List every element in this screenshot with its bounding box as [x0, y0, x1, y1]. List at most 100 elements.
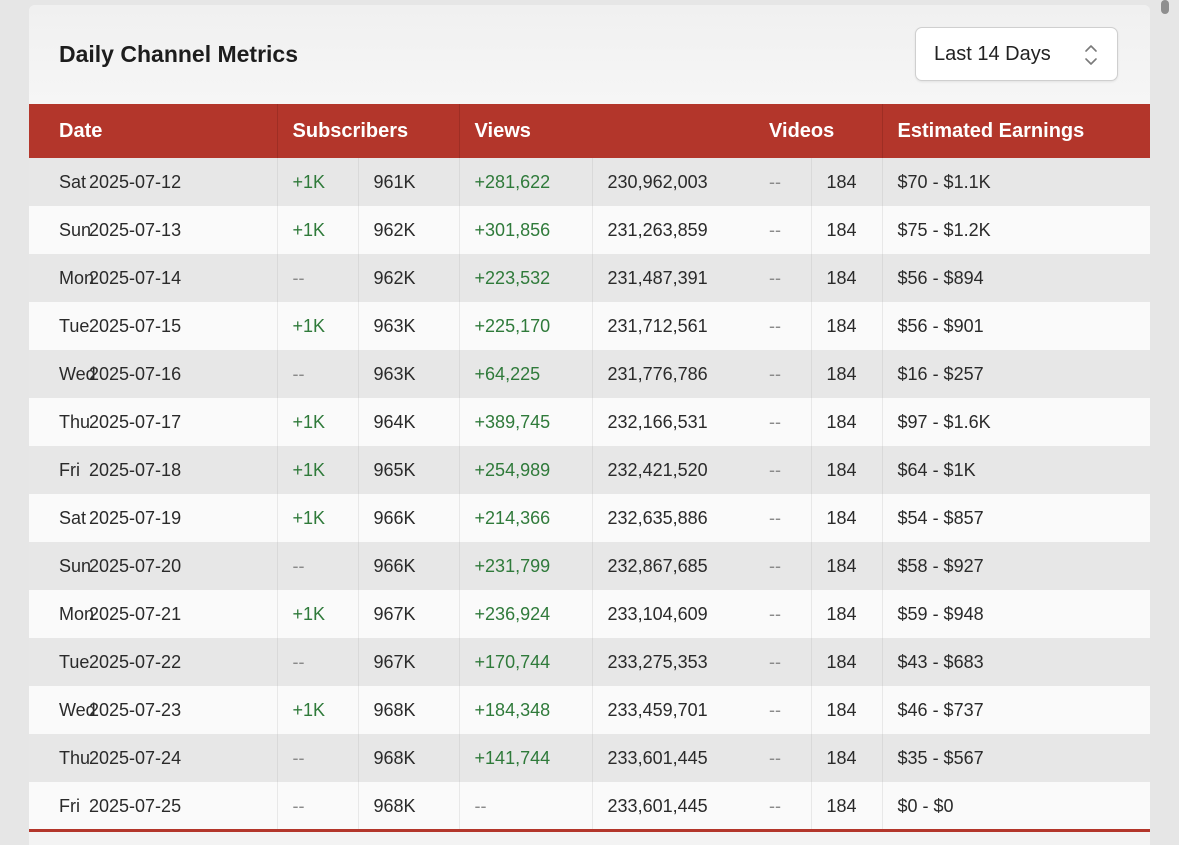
cell-video-change: -- — [769, 699, 782, 720]
cell-earnings: $56 - $901 — [881, 302, 1150, 350]
cell-day: Sat — [59, 171, 87, 192]
cell-subscriber-change: +1K — [276, 494, 359, 542]
cell-video-change: -- — [769, 651, 782, 672]
cell-subscriber-change: +1K — [276, 158, 359, 206]
cell-subscriber-change: -- — [276, 254, 359, 302]
cell-video-change: -- — [769, 363, 782, 384]
cell-subscriber-total: 962K — [357, 254, 460, 302]
cell-date: 2025-07-23 — [89, 699, 182, 720]
cell-view-change: +64,225 — [458, 350, 593, 398]
cell-date: 2025-07-18 — [89, 459, 182, 480]
cell-earnings: $43 - $683 — [881, 638, 1150, 686]
cell-day: Sun — [59, 555, 92, 576]
cell-subscriber-change: -- — [276, 542, 359, 590]
metrics-table: Date Subscribers Views Videos Estimated … — [29, 104, 1150, 830]
cell-day: Mon — [59, 603, 95, 624]
cell-view-change: +254,989 — [458, 446, 593, 494]
cell-video-change: -- — [769, 603, 782, 624]
column-header-date[interactable]: Date — [59, 119, 103, 142]
cell-view-total: 233,601,445 — [591, 734, 757, 782]
cell-date: 2025-07-24 — [89, 747, 182, 768]
cell-day: Wed — [59, 363, 96, 384]
table-row[interactable]: Tue 2025-07-15 +1K 963K +225,170 231,712,561-… — [29, 302, 1150, 350]
cell-subscriber-total: 968K — [357, 686, 460, 734]
cell-subscriber-total: 964K — [357, 398, 460, 446]
table-row[interactable]: Tue 2025-07-22 -- 967K +170,744 233,275,353 --… — [29, 638, 1150, 686]
cell-day: Thu — [59, 411, 91, 432]
cell-video-total: 184 — [810, 206, 883, 254]
table-row[interactable]: Wed 2025-07-23 +1K 968K +184,348 233,459,701-… — [29, 686, 1150, 734]
cell-view-change: +389,745 — [458, 398, 593, 446]
cell-video-total: 184 — [810, 446, 883, 494]
cell-date: 2025-07-19 — [89, 507, 182, 528]
table-row[interactable]: Thu 2025-07-17 +1K 964K +389,745 232,166,531-… — [29, 398, 1150, 446]
cell-subscriber-total: 967K — [357, 590, 460, 638]
cell-earnings: $70 - $1.1K — [881, 158, 1150, 206]
table-row[interactable]: Mon 2025-07-21 +1K 967K +236,924 233,104,609-… — [29, 590, 1150, 638]
table-row[interactable]: Wed 2025-07-16 -- 963K +64,225 231,776,786 -- 1… — [29, 350, 1150, 398]
chevron-up-down-icon — [1085, 45, 1097, 65]
table-bottom-border — [29, 829, 1150, 832]
cell-day: Mon — [59, 267, 95, 288]
date-range-select[interactable]: Last 14 Days — [915, 27, 1118, 81]
cell-subscriber-total: 962K — [357, 206, 460, 254]
table-row[interactable]: Sat 2025-07-19 +1K 966K +214,366 232,635,886-… — [29, 494, 1150, 542]
cell-subscriber-total: 968K — [357, 782, 460, 830]
cell-day: Sat — [59, 507, 87, 528]
cell-video-change: -- — [769, 411, 782, 432]
cell-video-total: 184 — [810, 494, 883, 542]
cell-video-total: 184 — [810, 590, 883, 638]
cell-view-total: 231,712,561 — [591, 302, 757, 350]
cell-video-total: 184 — [810, 782, 883, 830]
cell-video-change: -- — [769, 219, 782, 240]
cell-earnings: $54 - $857 — [881, 494, 1150, 542]
cell-subscriber-total: 967K — [357, 638, 460, 686]
cell-subscriber-change: -- — [276, 734, 359, 782]
cell-view-total: 231,487,391 — [591, 254, 757, 302]
cell-video-total: 184 — [810, 686, 883, 734]
cell-earnings: $56 - $894 — [881, 254, 1150, 302]
cell-view-total: 233,104,609 — [591, 590, 757, 638]
cell-date: 2025-07-21 — [89, 603, 182, 624]
cell-date: 2025-07-12 — [89, 171, 182, 192]
table-row[interactable]: Sat 2025-07-12 +1K 961K +281,622 230,962,003-… — [29, 158, 1150, 206]
cell-video-total: 184 — [810, 398, 883, 446]
column-header-views[interactable]: Views — [458, 104, 757, 158]
cell-earnings: $75 - $1.2K — [881, 206, 1150, 254]
cell-date: 2025-07-25 — [89, 795, 182, 816]
table-row[interactable]: Fri 2025-07-25 -- 968K -- 233,601,445 -- 184 $0 … — [29, 782, 1150, 830]
cell-view-change: +225,170 — [458, 302, 593, 350]
cell-view-change: +214,366 — [458, 494, 593, 542]
cell-date: 2025-07-14 — [89, 267, 182, 288]
cell-earnings: $35 - $567 — [881, 734, 1150, 782]
cell-subscriber-total: 963K — [357, 350, 460, 398]
cell-view-total: 231,263,859 — [591, 206, 757, 254]
table-row[interactable]: Mon 2025-07-14 -- 962K +223,532 231,487,391 --… — [29, 254, 1150, 302]
cell-video-total: 184 — [810, 734, 883, 782]
cell-video-total: 184 — [810, 350, 883, 398]
cell-earnings: $46 - $737 — [881, 686, 1150, 734]
cell-video-change: -- — [769, 315, 782, 336]
table-row[interactable]: Thu 2025-07-24 -- 968K +141,744 233,601,445 --… — [29, 734, 1150, 782]
cell-view-change: +170,744 — [458, 638, 593, 686]
table-row[interactable]: Sun 2025-07-13 +1K 962K +301,856 231,263,859-… — [29, 206, 1150, 254]
cell-subscriber-total: 965K — [357, 446, 460, 494]
scrollbar-thumb[interactable] — [1161, 0, 1169, 14]
column-header-earnings[interactable]: Estimated Earnings — [881, 104, 1150, 158]
cell-date: 2025-07-16 — [89, 363, 182, 384]
cell-video-change: -- — [769, 747, 782, 768]
table-row[interactable]: Sun 2025-07-20 -- 966K +231,799 232,867,685 --… — [29, 542, 1150, 590]
cell-view-total: 233,601,445 — [591, 782, 757, 830]
cell-subscriber-change: +1K — [276, 206, 359, 254]
cell-earnings: $64 - $1K — [881, 446, 1150, 494]
column-header-subscribers[interactable]: Subscribers — [276, 104, 460, 158]
cell-earnings: $97 - $1.6K — [881, 398, 1150, 446]
table-row[interactable]: Fri 2025-07-18 +1K 965K +254,989 232,421,520-… — [29, 446, 1150, 494]
cell-view-total: 232,867,685 — [591, 542, 757, 590]
cell-view-total: 230,962,003 — [591, 158, 757, 206]
cell-view-total: 233,459,701 — [591, 686, 757, 734]
cell-video-change: -- — [769, 555, 782, 576]
column-header-videos[interactable]: Videos — [769, 119, 835, 142]
cell-earnings: $59 - $948 — [881, 590, 1150, 638]
cell-view-change: +236,924 — [458, 590, 593, 638]
